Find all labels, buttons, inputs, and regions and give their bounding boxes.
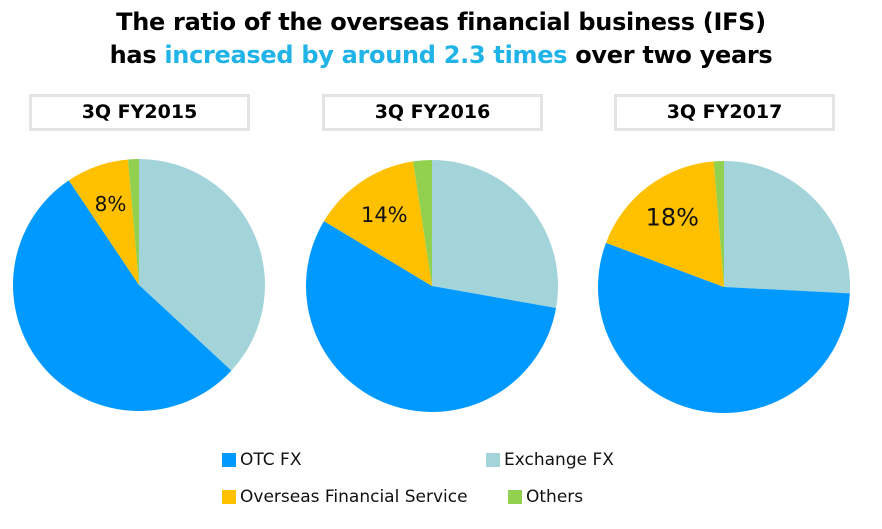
title-line-2-suffix: over two years <box>567 41 773 69</box>
pie-slice-overseas-financial-service <box>605 161 724 287</box>
data-label-overseas-financial-service: 14% <box>361 203 408 227</box>
period-label-2017: 3Q FY2017 <box>614 94 835 131</box>
pie-chart-fy2015: 8% <box>13 159 265 411</box>
pie-slice-others <box>713 161 724 287</box>
pie-slice-otc-fx <box>597 242 850 413</box>
legend-label: Exchange FX <box>504 450 614 470</box>
pie-chart-fy2016: 14% <box>306 160 559 412</box>
pie-slice-exchange-fx <box>139 159 265 371</box>
title-line-2-prefix: has <box>109 41 165 69</box>
legend-swatch-overseas-financial-service <box>222 490 236 504</box>
data-label-overseas-financial-service: 18% <box>646 204 699 232</box>
pie-slice-exchange-fx <box>432 160 559 309</box>
period-label-2015: 3Q FY2015 <box>29 94 250 131</box>
legend-item-others: Others <box>508 487 583 507</box>
page-title: The ratio of the overseas financial busi… <box>0 6 882 72</box>
legend-label: Others <box>526 487 584 507</box>
pie-slice-exchange-fx <box>724 161 850 294</box>
legend-item-otc-fx: OTC FX <box>222 450 301 470</box>
legend-swatch-exchange-fx <box>486 453 500 467</box>
pie-slice-overseas-financial-service <box>68 159 139 285</box>
legend-swatch-others <box>508 490 522 504</box>
pie-slice-overseas-financial-service <box>323 161 432 286</box>
pie-chart-fy2017: 18% <box>597 161 850 413</box>
legend-item-exchange-fx: Exchange FX <box>486 450 614 470</box>
title-highlight: increased by around 2.3 times <box>164 41 568 69</box>
legend-label: OTC FX <box>240 450 302 470</box>
title-line-2: has increased by around 2.3 times over t… <box>0 39 882 72</box>
legend-item-overseas-financial-service: Overseas Financial Service <box>222 487 468 507</box>
title-line-1: The ratio of the overseas financial busi… <box>116 8 766 36</box>
period-label-2016: 3Q FY2016 <box>322 94 543 131</box>
pie-slice-otc-fx <box>13 180 232 411</box>
data-label-overseas-financial-service: 8% <box>95 192 127 216</box>
legend-swatch-otc-fx <box>222 453 236 467</box>
pie-slice-others <box>413 160 432 286</box>
legend-label: Overseas Financial Service <box>240 487 468 507</box>
pie-slice-others <box>127 159 139 285</box>
pie-slice-otc-fx <box>306 221 557 412</box>
